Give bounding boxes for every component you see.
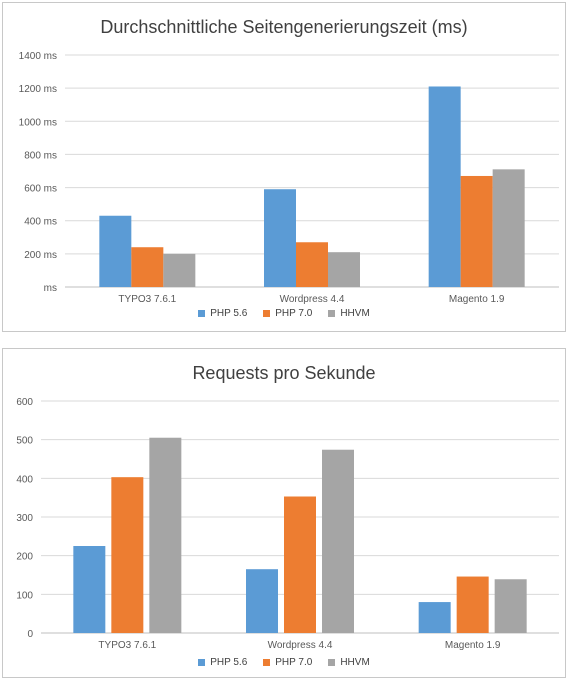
y-tick-label: 600 xyxy=(16,397,33,408)
bar xyxy=(149,437,182,633)
x-tick-label: Wordpress 4.4 xyxy=(280,294,345,305)
legend-swatch xyxy=(328,310,336,317)
chart-title: Durchschnittliche Seitengenerierungszeit… xyxy=(100,17,468,37)
y-tick-label: 0 xyxy=(27,629,33,640)
chart-legend: PHP 5.6 PHP 7.0 HHVM xyxy=(3,308,565,319)
chart-title: Requests pro Sekunde xyxy=(192,363,376,383)
y-tick-label: 300 xyxy=(16,513,33,524)
x-tick-label: Magento 1.9 xyxy=(449,294,505,305)
legend-label: PHP 7.0 xyxy=(275,308,313,319)
legend-label: HHVM xyxy=(340,308,370,319)
legend-swatch xyxy=(198,310,206,317)
y-tick-label: 1200 ms xyxy=(19,84,57,95)
legend-swatch xyxy=(328,659,336,666)
legend-swatch xyxy=(263,310,271,317)
y-tick-label: 1000 ms xyxy=(19,117,57,128)
bar xyxy=(163,253,196,287)
bar-chart-requests-per-second: 0 100 200 300 400 500 600 TYPO3 7.6.1 Wordpress … xyxy=(16,397,559,651)
chart-legend: PHP 5.6 PHP 7.0 HHVM xyxy=(3,657,565,668)
legend-label: PHP 5.6 xyxy=(210,657,248,668)
bar xyxy=(418,602,451,633)
chart-panel-page-generation-time: Durchschnittliche Seitengenerierungszeit… xyxy=(2,2,566,332)
bar xyxy=(296,242,328,287)
x-tick-label: Magento 1.9 xyxy=(445,640,501,651)
y-tick-label: 800 ms xyxy=(24,150,57,161)
legend-item-hhvm: HHVM xyxy=(328,657,370,668)
y-tick-label: 500 xyxy=(16,436,33,447)
legend-label: PHP 5.6 xyxy=(210,308,248,319)
legend-item-php70: PHP 7.0 xyxy=(263,657,312,668)
bar xyxy=(494,579,527,633)
bar xyxy=(111,477,144,633)
legend-swatch xyxy=(198,659,206,666)
bar xyxy=(264,189,296,287)
legend-item-hhvm: HHVM xyxy=(328,308,370,319)
x-tick-label: TYPO3 7.6.1 xyxy=(98,640,156,651)
bar xyxy=(460,175,493,287)
bar xyxy=(492,169,525,287)
legend-item-php56: PHP 5.6 xyxy=(198,308,247,319)
legend-item-php56: PHP 5.6 xyxy=(198,657,247,668)
y-tick-label: ms xyxy=(44,283,57,294)
legend-label: PHP 7.0 xyxy=(275,657,313,668)
bar xyxy=(322,449,354,633)
bar xyxy=(328,252,360,287)
y-tick-label: 200 ms xyxy=(24,250,57,261)
bar xyxy=(246,569,278,633)
bar xyxy=(456,576,489,633)
y-tick-label: 200 xyxy=(16,552,33,563)
y-tick-label: 600 ms xyxy=(24,184,57,195)
bar xyxy=(131,247,164,287)
y-tick-label: 400 xyxy=(16,474,33,485)
legend-label: HHVM xyxy=(340,657,370,668)
x-tick-label: TYPO3 7.6.1 xyxy=(118,294,176,305)
legend-item-php70: PHP 7.0 xyxy=(263,308,312,319)
bar-chart-page-generation-time: ms 200 ms 400 ms 600 ms 800 ms 1000 ms 1200 ms… xyxy=(19,51,559,305)
y-tick-label: 1400 ms xyxy=(19,51,57,62)
y-tick-label: 400 ms xyxy=(24,217,57,228)
y-tick-label: 100 xyxy=(16,590,33,601)
bar xyxy=(73,546,106,633)
bar xyxy=(428,86,461,287)
chart-panel-requests-per-second: Requests pro Sekunde 0 100 200 300 400 500 600… xyxy=(2,348,566,678)
x-tick-label: Wordpress 4.4 xyxy=(268,640,333,651)
bar xyxy=(99,215,132,287)
legend-swatch xyxy=(263,659,271,666)
bar xyxy=(284,496,316,633)
